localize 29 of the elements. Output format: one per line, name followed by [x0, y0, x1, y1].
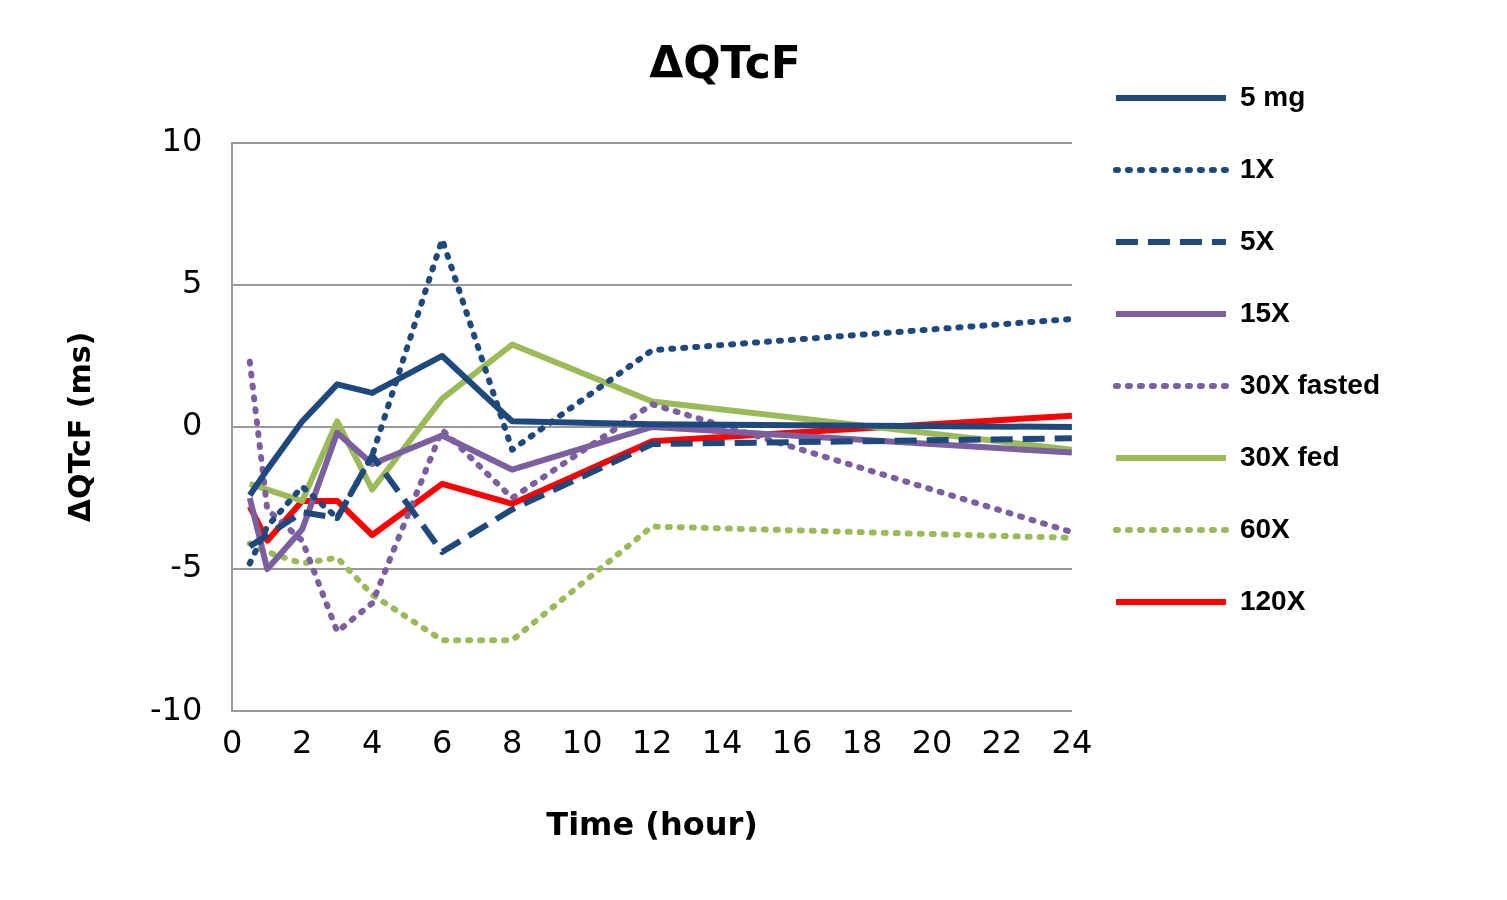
legend-label: 5X [1239, 224, 1275, 256]
x-tick-label: 0 [222, 722, 243, 761]
legend-label: 1X [1239, 152, 1275, 184]
x-tick-label: 8 [501, 722, 523, 761]
legend-label: 30X fed [1239, 440, 1340, 472]
legend-label: 60X [1239, 512, 1291, 544]
legend-label: 15X [1239, 296, 1291, 328]
x-tick-label: 14 [701, 722, 743, 761]
x-tick-label: 24 [1051, 722, 1093, 761]
x-tick-label: 2 [292, 722, 313, 761]
x-tick-label: 20 [911, 722, 953, 761]
y-tick-label: 10 [161, 121, 203, 160]
legend-label: 30X fasted [1239, 368, 1381, 400]
y-tick-label: -5 [170, 547, 203, 586]
x-tick-label: 22 [981, 722, 1023, 761]
y-axis-title: ΔQTcF (ms) [61, 331, 97, 523]
y-tick-label: -10 [150, 689, 203, 728]
y-tick-label: 5 [181, 263, 203, 302]
chart-title: ΔQTcF [649, 36, 801, 88]
legend-label: 5 mg [1239, 80, 1306, 112]
x-tick-label: 6 [432, 722, 453, 761]
x-axis-title: Time (hour) [546, 805, 758, 844]
x-tick-label: 18 [841, 722, 883, 761]
x-tick-label: 16 [771, 722, 813, 761]
y-tick-label: 0 [181, 405, 203, 444]
x-tick-label: 10 [561, 722, 603, 761]
x-tick-label: 4 [362, 722, 383, 761]
x-tick-label: 12 [631, 722, 673, 761]
legend-label: 120X [1239, 584, 1306, 616]
